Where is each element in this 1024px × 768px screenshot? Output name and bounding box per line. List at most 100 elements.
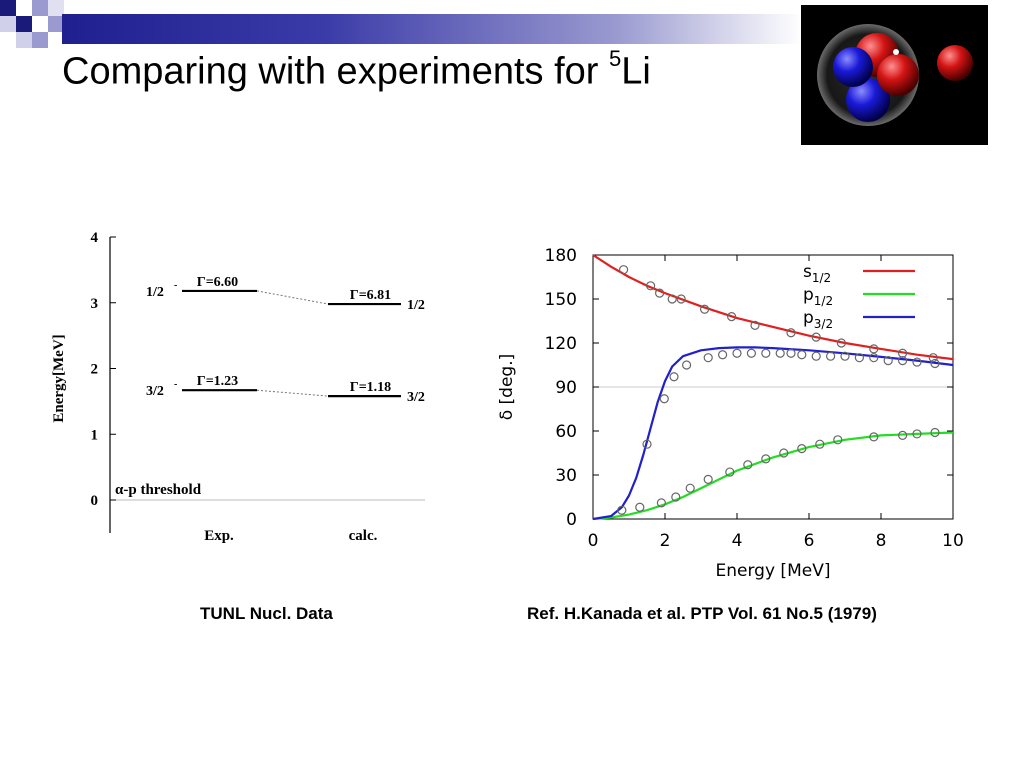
y-tick-label: 60 xyxy=(555,422,577,442)
data-point xyxy=(898,430,908,440)
x-tick-label: 0 xyxy=(588,531,599,551)
data-point xyxy=(746,348,756,358)
x-tick-label: 10 xyxy=(942,531,964,551)
column-label-calc: calc. xyxy=(349,528,378,544)
level-spin-label: 3/2 xyxy=(407,390,425,405)
data-point xyxy=(727,311,737,322)
series-line-p1-2 xyxy=(592,431,954,521)
phase-shift-series xyxy=(592,254,954,521)
y-tick-label: 120 xyxy=(545,334,577,354)
data-point xyxy=(869,344,879,354)
data-point xyxy=(786,348,796,358)
data-point xyxy=(682,360,692,370)
data-point xyxy=(775,348,785,358)
legend: s1/2p1/2p3/2 xyxy=(803,262,915,331)
level-spin-label: 1/2 xyxy=(146,285,164,300)
caption-left: TUNL Nucl. Data xyxy=(200,604,333,623)
data-point xyxy=(659,394,669,404)
data-point xyxy=(869,432,879,442)
legend-label: p3/2 xyxy=(803,308,833,331)
data-point xyxy=(667,294,677,304)
threshold-label: α-p threshold xyxy=(115,482,202,498)
phase-shift-ticks: 0 2 4 6 8 10 0 30 60 90 120 150 180 xyxy=(545,246,964,551)
data-point xyxy=(703,353,713,363)
level-scheme-levels: Γ=6.601/2-Γ=1.233/2-Γ=6.811/2-Γ=1.183/2- xyxy=(146,275,425,405)
y-tick-label: 150 xyxy=(545,290,577,310)
data-point xyxy=(912,357,922,367)
level-scheme-axes xyxy=(109,237,425,533)
y-tick-label: 0 xyxy=(91,493,99,509)
sparkle xyxy=(893,49,899,55)
data-point xyxy=(703,474,713,484)
data-point xyxy=(779,448,789,458)
data-point xyxy=(898,348,908,358)
data-point xyxy=(743,460,753,470)
slide-title: Comparing with experiments for 5Li xyxy=(62,46,651,94)
legend-label: s1/2 xyxy=(803,262,831,285)
data-point xyxy=(811,332,821,342)
level-connector xyxy=(256,290,329,305)
data-point xyxy=(836,338,846,348)
data-point xyxy=(797,444,807,454)
level-spin-label: 1/2 xyxy=(407,298,425,313)
level-width-label: Γ=6.60 xyxy=(197,275,238,290)
title-superscript: 5 xyxy=(609,46,622,71)
data-point xyxy=(700,304,710,314)
level-width-label: Γ=6.81 xyxy=(350,288,391,303)
level-scheme-ylabel: Energy[MeV] xyxy=(51,334,67,422)
data-point xyxy=(786,328,796,338)
data-point xyxy=(930,427,940,438)
level-scheme-ticks: 0 1 2 3 4 xyxy=(91,230,116,509)
y-tick-label: 4 xyxy=(91,230,99,246)
data-point xyxy=(718,350,728,360)
title-bar xyxy=(62,14,802,44)
data-point xyxy=(671,492,681,502)
level-width-label: Γ=1.23 xyxy=(197,374,238,389)
data-point xyxy=(761,454,771,464)
data-point xyxy=(617,505,627,515)
data-point xyxy=(619,265,629,275)
data-point xyxy=(635,502,645,512)
x-tick-label: 6 xyxy=(804,531,815,551)
data-point xyxy=(761,348,771,358)
level-parity-label: - xyxy=(174,280,177,291)
x-tick-label: 4 xyxy=(732,531,743,551)
data-point xyxy=(750,320,760,331)
y-tick-label: 180 xyxy=(545,246,577,266)
data-point xyxy=(685,483,695,493)
data-point xyxy=(883,355,893,366)
data-point xyxy=(811,351,821,361)
data-point xyxy=(928,353,938,363)
title-text: Comparing with experiments for xyxy=(62,50,609,93)
proton-ball xyxy=(937,45,973,81)
series-line-s1-2 xyxy=(592,254,954,361)
caption-right: Ref. H.Kanada et al. PTP Vol. 61 No.5 (1… xyxy=(527,604,877,623)
level-width-label: Γ=1.18 xyxy=(350,380,391,395)
data-point xyxy=(797,350,807,360)
nucleus-illustration xyxy=(817,24,973,126)
data-point xyxy=(725,467,735,477)
data-point xyxy=(840,351,850,361)
data-point xyxy=(815,439,825,449)
level-connector xyxy=(256,389,329,397)
data-point xyxy=(854,353,864,363)
y-tick-label: 90 xyxy=(555,378,577,398)
y-tick-label: 3 xyxy=(91,296,99,312)
data-point xyxy=(826,351,836,361)
data-point xyxy=(642,439,652,449)
legend-label: p1/2 xyxy=(803,285,833,308)
nucleus-image xyxy=(801,5,988,145)
data-point xyxy=(655,288,665,298)
data-point xyxy=(732,348,742,358)
x-tick-label: 2 xyxy=(660,531,671,551)
level-parity-label: - xyxy=(174,379,177,390)
y-tick-label: 30 xyxy=(555,466,577,486)
data-point xyxy=(833,435,843,445)
x-tick-label: 8 xyxy=(876,531,887,551)
y-axis-label: δ [deg.] xyxy=(497,354,517,421)
y-tick-label: 1 xyxy=(91,427,99,443)
data-point xyxy=(898,355,908,366)
level-spin-label: 3/2 xyxy=(146,384,164,399)
proton-ball xyxy=(877,54,919,96)
phase-shift-chart: 0 2 4 6 8 10 0 30 60 90 120 150 180 s1/2p1/2p3/2 Ene… xyxy=(497,246,964,581)
